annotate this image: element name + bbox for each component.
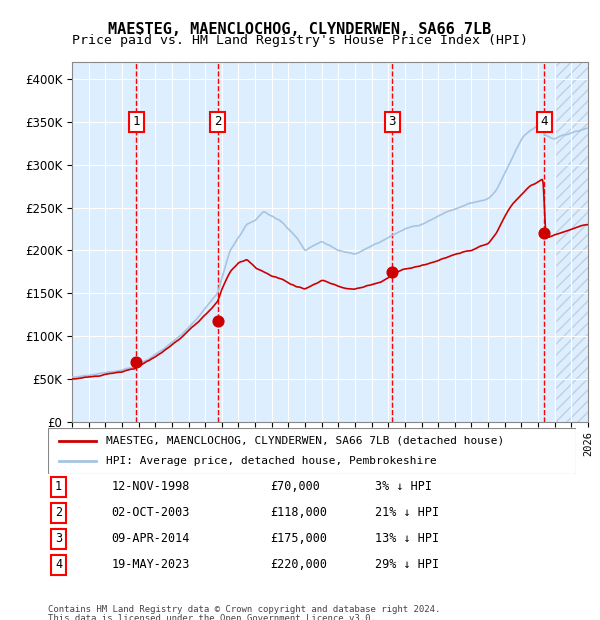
Text: This data is licensed under the Open Government Licence v3.0.: This data is licensed under the Open Gov…	[48, 614, 376, 620]
Text: 3% ↓ HPI: 3% ↓ HPI	[376, 480, 433, 494]
Text: 4: 4	[541, 115, 548, 128]
Text: 09-APR-2014: 09-APR-2014	[112, 532, 190, 545]
Point	[388, 267, 397, 277]
Text: Contains HM Land Registry data © Crown copyright and database right 2024.: Contains HM Land Registry data © Crown c…	[48, 604, 440, 614]
Text: 13% ↓ HPI: 13% ↓ HPI	[376, 532, 439, 545]
Text: £70,000: £70,000	[270, 480, 320, 494]
Text: MAESTEG, MAENCLOCHOG, CLYNDERWEN, SA66 7LB (detached house): MAESTEG, MAENCLOCHOG, CLYNDERWEN, SA66 7…	[106, 436, 505, 446]
Text: 3: 3	[389, 115, 396, 128]
Text: 02-OCT-2003: 02-OCT-2003	[112, 507, 190, 519]
Text: 2: 2	[55, 507, 62, 519]
Text: 1: 1	[133, 115, 140, 128]
Text: 1: 1	[55, 480, 62, 494]
Text: Price paid vs. HM Land Registry's House Price Index (HPI): Price paid vs. HM Land Registry's House …	[72, 34, 528, 47]
Text: 21% ↓ HPI: 21% ↓ HPI	[376, 507, 439, 519]
Text: £175,000: £175,000	[270, 532, 327, 545]
Text: 3: 3	[55, 532, 62, 545]
Point	[539, 228, 549, 238]
Bar	[555, 62, 588, 422]
Text: 29% ↓ HPI: 29% ↓ HPI	[376, 558, 439, 571]
Text: £220,000: £220,000	[270, 558, 327, 571]
FancyBboxPatch shape	[48, 428, 576, 474]
Text: MAESTEG, MAENCLOCHOG, CLYNDERWEN, SA66 7LB: MAESTEG, MAENCLOCHOG, CLYNDERWEN, SA66 7…	[109, 22, 491, 37]
Text: 12-NOV-1998: 12-NOV-1998	[112, 480, 190, 494]
Text: 19-MAY-2023: 19-MAY-2023	[112, 558, 190, 571]
Text: 4: 4	[55, 558, 62, 571]
Text: £118,000: £118,000	[270, 507, 327, 519]
Text: HPI: Average price, detached house, Pembrokeshire: HPI: Average price, detached house, Pemb…	[106, 456, 437, 466]
Point	[131, 356, 141, 366]
Point	[213, 316, 223, 326]
Text: 2: 2	[214, 115, 221, 128]
